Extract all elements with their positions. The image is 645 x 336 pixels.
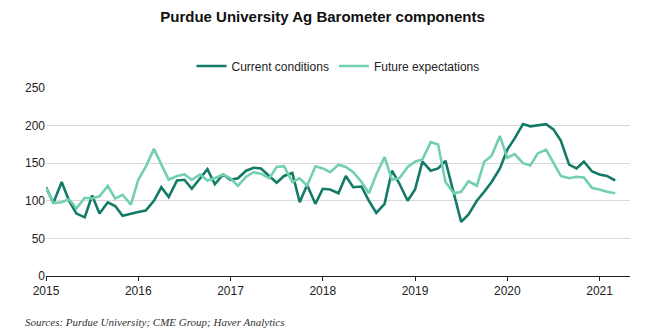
svg-text:2020: 2020	[494, 284, 521, 298]
svg-text:Future expectations: Future expectations	[374, 60, 479, 74]
svg-text:50: 50	[32, 232, 46, 246]
svg-text:250: 250	[25, 81, 45, 95]
svg-text:100: 100	[25, 194, 45, 208]
svg-text:2019: 2019	[402, 284, 429, 298]
svg-text:2021: 2021	[586, 284, 613, 298]
svg-text:2016: 2016	[125, 284, 152, 298]
svg-text:2015: 2015	[33, 284, 60, 298]
svg-text:200: 200	[25, 119, 45, 133]
svg-text:150: 150	[25, 156, 45, 170]
svg-text:Current conditions: Current conditions	[232, 60, 329, 74]
svg-text:2017: 2017	[217, 284, 244, 298]
svg-text:0: 0	[38, 269, 45, 283]
svg-text:Purdue University Ag Barometer: Purdue University Ag Barometer component…	[160, 8, 485, 25]
svg-text:2018: 2018	[309, 284, 336, 298]
svg-text:Sources: Purdue University; CM: Sources: Purdue University; CME Group; H…	[25, 316, 284, 328]
